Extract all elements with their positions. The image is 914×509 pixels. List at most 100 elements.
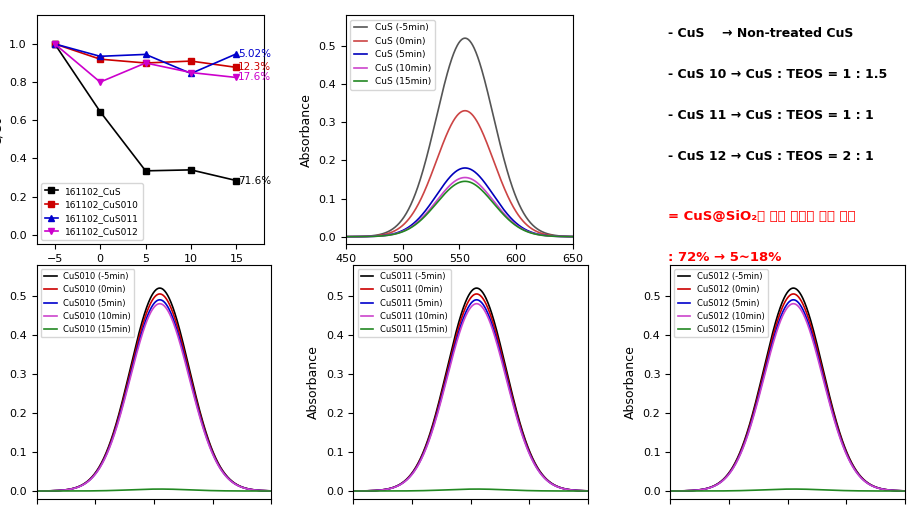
CuS (15min) [562,234,573,240]
CuS011 (0min) [475,293,486,299]
Line: CuS (15min): CuS (15min) [345,181,573,237]
CuS (5min) [448,170,459,176]
CuS (-5min) [476,66,487,72]
CuS010 (5min) [158,299,169,305]
161102_CuS010 [231,64,242,70]
CuS012 (10min) [792,302,803,308]
CuS012 (5min) [778,308,789,315]
Line: CuS (5min): CuS (5min) [345,168,573,237]
Legend: CuS010 (-5min), CuS010 (0min), CuS010 (5min), CuS010 (10min), CuS010 (15min): CuS010 (-5min), CuS010 (0min), CuS010 (5… [41,269,134,337]
CuS012 (15min) [792,486,803,492]
CuS012 (10min) [857,477,868,483]
CuS010 (5min) [260,488,271,494]
CuS010 (15min) [171,486,182,492]
CuS012 (10min) [776,315,787,321]
CuS (0min) [450,115,461,121]
CuS (15min) [340,234,351,240]
CuS010 (0min) [143,303,154,309]
CuS (-5min) [463,37,474,43]
CuS (10min) [568,234,579,240]
CuS (0min) [448,118,459,124]
CuS012 (0min) [899,488,910,494]
CuS012 (15min) [778,486,789,492]
CuS010 (10min) [171,329,182,335]
Legend: CuS011 (-5min), CuS011 (0min), CuS011 (5min), CuS011 (10min), CuS011 (15min): CuS011 (-5min), CuS011 (0min), CuS011 (5… [357,269,452,337]
CuS011 (10min) [348,488,359,494]
Line: CuS (-5min): CuS (-5min) [345,38,573,237]
CuS012 (0min) [805,321,816,327]
CuS012 (5min) [792,299,803,305]
CuS (5min) [463,165,474,172]
CuS010 (10min) [266,488,277,494]
CuS012 (0min) [894,488,905,494]
CuS012 (5min) [776,312,787,318]
CuS012 (5min) [894,488,905,494]
Y-axis label: C/C0: C/C0 [0,115,4,145]
CuS010 (10min) [31,488,42,494]
CuS012 (-5min) [664,488,675,494]
CuS012 (15min) [857,488,868,494]
CuS011 (15min) [541,488,552,494]
Y-axis label: Absorbance: Absorbance [300,93,313,167]
161102_CuS011 [95,53,106,60]
161102_CuS011 [186,70,197,76]
CuS011 (0min) [488,321,499,327]
CuS010 (5min) [31,488,42,494]
CuS012 (-5min) [778,297,789,303]
CuS011 (0min) [578,488,589,494]
CuS012 (10min) [899,488,910,494]
CuS012 (10min) [664,488,675,494]
CuS (5min) [476,176,487,182]
CuS (15min) [450,182,461,188]
CuS011 (0min) [541,476,552,482]
CuS (15min) [463,179,474,185]
CuS (5min) [568,234,579,240]
161102_CuS [231,178,242,184]
CuS010 (0min) [171,321,182,327]
Line: CuS010 (-5min): CuS010 (-5min) [37,288,271,491]
Line: CuS011 (10min): CuS011 (10min) [354,304,588,491]
CuS011 (5min) [578,488,589,494]
Text: - CuS    → Non-treated CuS: - CuS → Non-treated CuS [667,27,853,40]
CuS011 (15min) [460,486,471,492]
CuS011 (15min) [461,486,472,492]
CuS010 (0min) [224,476,235,482]
CuS (10min) [476,184,487,190]
CuS (-5min) [526,222,537,228]
CuS011 (10min) [460,315,471,321]
CuS010 (15min) [224,488,235,494]
CuS (5min) [460,165,471,171]
CuS (-5min) [568,234,579,240]
CuS011 (0min) [461,303,472,309]
Line: CuS010 (15min): CuS010 (15min) [37,489,271,491]
CuS011 (5min) [471,297,482,303]
CuS011 (15min) [471,486,482,492]
CuS011 (-5min) [460,301,471,307]
CuS011 (-5min) [488,316,499,322]
CuS012 (15min) [805,486,816,492]
CuS011 (10min) [541,477,552,483]
Line: CuS012 (5min): CuS012 (5min) [670,300,905,491]
CuS (15min) [526,230,537,236]
CuS012 (5min) [857,476,868,483]
CuS011 (15min) [582,488,593,494]
CuS010 (0min) [154,291,165,297]
CuS (15min) [460,178,471,184]
CuS012 (5min) [788,297,799,303]
CuS011 (15min) [578,488,589,494]
Line: 161102_CuS010: 161102_CuS010 [51,40,239,71]
CuS010 (-5min) [143,297,154,303]
CuS012 (5min) [805,326,816,332]
CuS (-5min) [460,35,471,41]
CuS010 (5min) [224,476,235,483]
CuS011 (-5min) [348,488,359,494]
CuS010 (-5min) [266,488,277,494]
Legend: CuS (-5min), CuS (0min), CuS (5min), CuS (10min), CuS (15min): CuS (-5min), CuS (0min), CuS (5min), CuS… [350,20,434,90]
Y-axis label: Absorbance: Absorbance [624,345,637,419]
CuS (0min) [562,234,573,240]
CuS010 (5min) [266,488,277,494]
CuS010 (0min) [158,293,169,299]
CuS010 (-5min) [143,301,154,307]
Line: CuS011 (0min): CuS011 (0min) [354,294,588,491]
CuS (0min) [526,226,537,232]
